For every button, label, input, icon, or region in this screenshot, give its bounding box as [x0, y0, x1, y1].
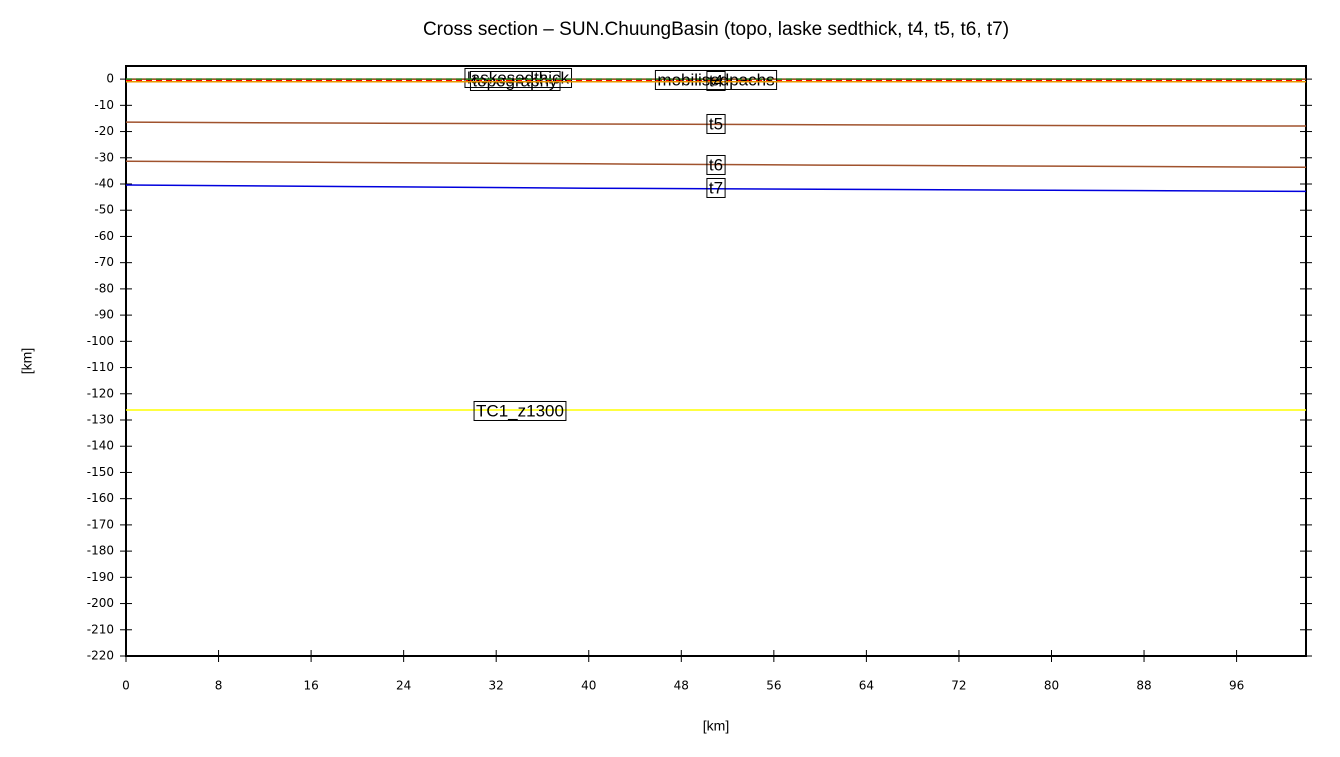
x-tick-label: 24	[396, 679, 411, 693]
y-tick-label: -40	[94, 177, 114, 191]
y-tick-label: -130	[87, 413, 114, 427]
x-tick-label: 72	[951, 679, 966, 693]
y-tick-label: -100	[87, 334, 114, 348]
plot-frame	[125, 65, 1307, 657]
series-line	[125, 160, 1307, 168]
y-tick-label: -190	[87, 570, 114, 584]
series-label-box	[706, 177, 726, 198]
y-tick-label: -90	[94, 308, 114, 322]
series-label-box	[654, 69, 778, 90]
y-tick-label: -20	[94, 124, 114, 138]
y-tick-label: -80	[94, 281, 114, 295]
x-axis-label: [km]	[703, 718, 729, 734]
y-tick-label: -200	[87, 596, 114, 610]
y-tick-label: -180	[87, 544, 114, 558]
y-tick-label: -150	[87, 465, 114, 479]
series-label-box	[706, 113, 726, 134]
y-tick-label: -60	[94, 229, 114, 243]
y-tick-label: 0	[106, 72, 114, 86]
series-label-box	[706, 154, 726, 175]
chart-title: Cross section – SUN.ChuungBasin (topo, l…	[423, 19, 1009, 40]
x-tick-label: 8	[215, 679, 223, 693]
y-tick-label: -70	[94, 255, 114, 269]
y-tick-label: -160	[87, 491, 114, 505]
x-tick-label: 48	[674, 679, 689, 693]
x-tick-label: 0	[122, 679, 130, 693]
y-tick-label: -120	[87, 386, 114, 400]
y-tick-label: -210	[87, 622, 114, 636]
y-axis-label: [km]	[19, 348, 35, 374]
series-label-box	[473, 400, 567, 421]
series-label-box	[706, 70, 726, 91]
series-label: t6	[709, 155, 723, 174]
y-tick-label: -170	[87, 517, 114, 531]
x-tick-label: 96	[1229, 679, 1244, 693]
series-label: TC1_z1300	[476, 401, 564, 420]
series-label: t7	[709, 178, 723, 197]
x-tick-label: 40	[581, 679, 596, 693]
series-line	[125, 184, 1307, 193]
x-tick-label: 32	[489, 679, 504, 693]
series-line	[125, 121, 1307, 127]
x-tick-label: 16	[303, 679, 318, 693]
series-label: mobilisedpachs	[657, 70, 774, 89]
x-tick-label: 80	[1044, 679, 1059, 693]
y-tick-label: -10	[94, 98, 114, 112]
x-tick-label: 64	[859, 679, 874, 693]
x-tick-label: 88	[1136, 679, 1151, 693]
y-tick-label: -110	[87, 360, 114, 374]
x-tick-label: 56	[766, 679, 781, 693]
y-tick-label: -50	[94, 203, 114, 217]
series-label: laskesedthick	[467, 68, 570, 87]
y-tick-label: -140	[87, 439, 114, 453]
y-tick-label: -220	[87, 649, 114, 663]
y-tick-label: -30	[94, 150, 114, 164]
series-label: t5	[709, 114, 723, 133]
series-label-box	[464, 67, 573, 88]
series-label: t4	[709, 71, 723, 90]
